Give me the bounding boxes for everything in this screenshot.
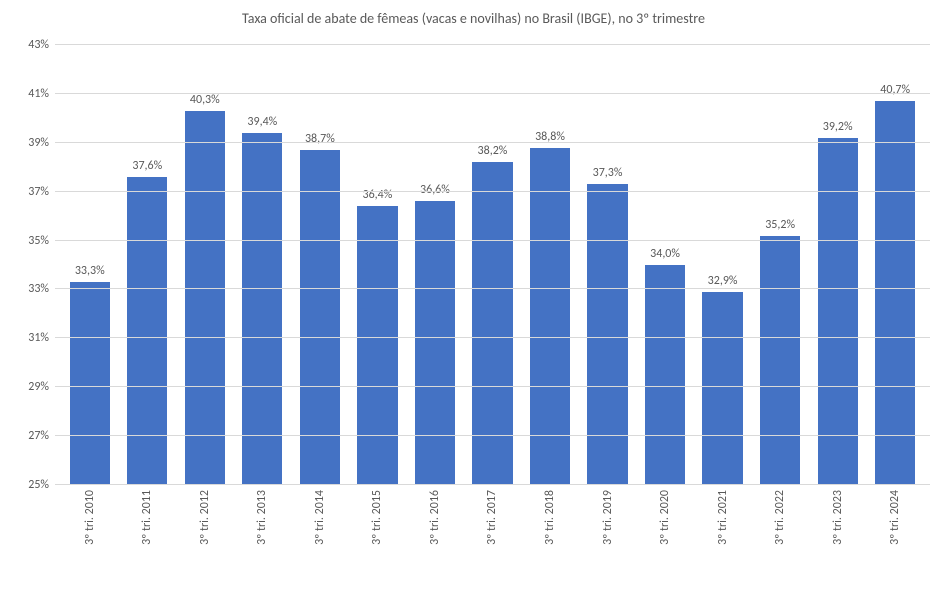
bar-slot: 32,9%: [694, 45, 752, 485]
x-tick-label: 3º tri. 2010: [83, 490, 97, 545]
gridline: [55, 288, 930, 289]
x-tick-label: 3º tri. 2024: [888, 490, 902, 545]
x-tick-label: 3º tri. 2018: [543, 490, 557, 545]
data-label: 37,6%: [132, 159, 162, 173]
x-tick-label: 3º tri. 2014: [313, 490, 327, 545]
bar-slot: 33,3%: [61, 45, 119, 485]
bar: 34,0%: [645, 265, 685, 485]
x-label-slot: 3º tri. 2010: [61, 490, 119, 580]
bar-slot: 39,4%: [234, 45, 292, 485]
bar-slot: 37,3%: [579, 45, 637, 485]
bar: 32,9%: [702, 292, 742, 485]
bar-slot: 38,2%: [464, 45, 522, 485]
data-label: 40,3%: [190, 93, 220, 107]
bar: 40,3%: [185, 111, 225, 485]
x-label-slot: 3º tri. 2014: [291, 490, 349, 580]
x-label-slot: 3º tri. 2012: [176, 490, 234, 580]
bar: 36,4%: [357, 206, 397, 485]
bar-slot: 35,2%: [751, 45, 809, 485]
bar: 37,3%: [587, 184, 627, 485]
x-tick-label: 3º tri. 2021: [716, 490, 730, 545]
x-axis-labels: 3º tri. 2010 3º tri. 2011 3º tri. 2012 3º t…: [55, 490, 930, 580]
x-label-slot: 3º tri. 2020: [636, 490, 694, 580]
bar-slot: 34,0%: [636, 45, 694, 485]
bar-slot: 36,6%: [406, 45, 464, 485]
x-label-slot: 3º tri. 2021: [694, 490, 752, 580]
x-tick-label: 3º tri. 2019: [601, 490, 615, 545]
x-tick-label: 3º tri. 2023: [831, 490, 845, 545]
y-tick-label: 35%: [28, 234, 49, 248]
gridline: [55, 191, 930, 192]
x-tick-label: 3º tri. 2011: [140, 490, 154, 545]
y-tick-label: 41%: [28, 87, 49, 101]
data-label: 38,2%: [478, 144, 508, 158]
y-tick-label: 27%: [28, 429, 49, 443]
data-label: 39,2%: [823, 120, 853, 134]
y-tick-label: 31%: [28, 331, 49, 345]
x-label-slot: 3º tri. 2017: [464, 490, 522, 580]
data-label: 33,3%: [75, 264, 105, 278]
bar: 40,7%: [875, 101, 915, 485]
data-label: 39,4%: [247, 115, 277, 129]
bar-slot: 40,3%: [176, 45, 234, 485]
x-tick-label: 3º tri. 2015: [370, 490, 384, 545]
x-tick-label: 3º tri. 2012: [198, 490, 212, 545]
x-tick-label: 3º tri. 2020: [658, 490, 672, 545]
bar: 37,6%: [127, 177, 167, 485]
data-label: 35,2%: [765, 218, 795, 232]
bar: 38,2%: [472, 162, 512, 485]
bar-slot: 37,6%: [119, 45, 177, 485]
bars-container: 33,3% 37,6% 40,3% 39,4% 38,7% 36,4% 36,6% 38,2%…: [55, 45, 930, 485]
gridline: [55, 142, 930, 143]
y-tick-label: 37%: [28, 185, 49, 199]
plot-area: 33,3% 37,6% 40,3% 39,4% 38,7% 36,4% 36,6% 38,2%…: [55, 45, 930, 485]
bar-slot: 39,2%: [809, 45, 867, 485]
x-tick-label: 3º tri. 2016: [428, 490, 442, 545]
gridline: [55, 337, 930, 338]
x-label-slot: 3º tri. 2024: [866, 490, 924, 580]
data-label: 37,3%: [593, 166, 623, 180]
x-tick-label: 3º tri. 2013: [255, 490, 269, 545]
bar: 35,2%: [760, 236, 800, 485]
y-tick-label: 43%: [28, 38, 49, 52]
bar: 36,6%: [415, 201, 455, 485]
gridline: [55, 93, 930, 94]
x-label-slot: 3º tri. 2011: [119, 490, 177, 580]
bar-slot: 38,8%: [521, 45, 579, 485]
x-tick-label: 3º tri. 2017: [485, 490, 499, 545]
x-label-slot: 3º tri. 2016: [406, 490, 464, 580]
x-label-slot: 3º tri. 2018: [521, 490, 579, 580]
y-tick-label: 25%: [28, 478, 49, 492]
gridline: [55, 240, 930, 241]
y-tick-label: 29%: [28, 380, 49, 394]
x-tick-label: 3º tri. 2022: [773, 490, 787, 545]
y-tick-label: 39%: [28, 136, 49, 150]
bar-slot: 40,7%: [866, 45, 924, 485]
x-label-slot: 3º tri. 2023: [809, 490, 867, 580]
bar: 33,3%: [70, 282, 110, 485]
y-tick-label: 33%: [28, 282, 49, 296]
data-label: 40,7%: [880, 83, 910, 97]
x-label-slot: 3º tri. 2013: [234, 490, 292, 580]
gridline: [55, 435, 930, 436]
bar-slot: 38,7%: [291, 45, 349, 485]
data-label: 38,7%: [305, 132, 335, 146]
chart-title: Taxa oficial de abate de fêmeas (vacas e…: [0, 10, 947, 27]
bar: 39,4%: [242, 133, 282, 485]
data-label: 32,9%: [708, 274, 738, 288]
gridline: [55, 386, 930, 387]
bar-slot: 36,4%: [349, 45, 407, 485]
x-label-slot: 3º tri. 2015: [349, 490, 407, 580]
data-label: 34,0%: [650, 247, 680, 261]
x-label-slot: 3º tri. 2022: [751, 490, 809, 580]
gridline: [55, 484, 930, 485]
x-label-slot: 3º tri. 2019: [579, 490, 637, 580]
gridline: [55, 44, 930, 45]
bar-chart: Taxa oficial de abate de fêmeas (vacas e…: [0, 0, 947, 589]
